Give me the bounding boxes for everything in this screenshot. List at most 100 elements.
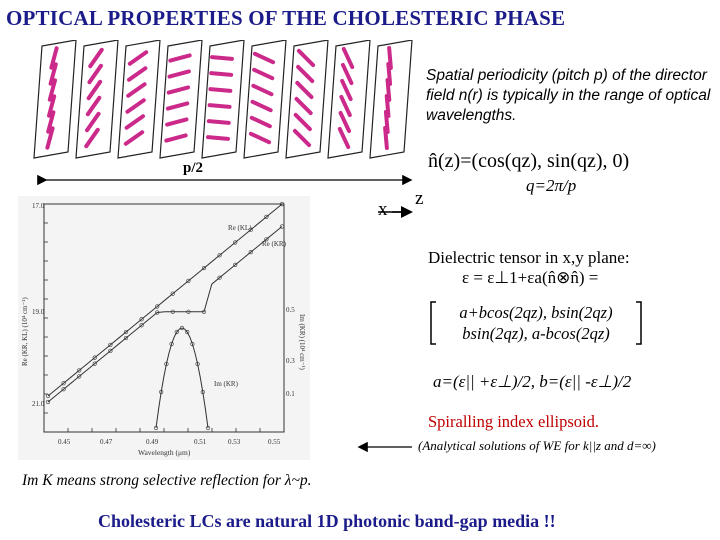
im-kr-curve-point [159, 389, 164, 395]
director-rod [295, 80, 314, 100]
director-rod [46, 110, 56, 134]
im-kr-curve-point [164, 361, 169, 367]
im-kr-curve-point [153, 425, 159, 431]
re-kl-curve-point [186, 278, 191, 283]
director-rod [164, 133, 188, 143]
director-rod [123, 130, 145, 146]
dielectric-block: Dielectric tensor in x,y plane: ε = ε⊥1+… [428, 248, 630, 288]
re-kl-curve-point [155, 304, 160, 309]
im-kr-curve-point [174, 329, 179, 335]
im-kr-curve-point [195, 361, 200, 367]
pitch-description: Spatial periodicity (pitch p) of the dir… [426, 66, 716, 126]
right-tick-mid: 0.3 [286, 357, 295, 365]
director-rod [296, 64, 315, 84]
x-tick-0: 0.45 [58, 438, 71, 446]
director-rod [86, 79, 103, 101]
im-kr-curve-point [179, 325, 185, 331]
right-tick-bottom: 0.1 [286, 390, 295, 398]
plot-background [18, 196, 310, 460]
re-kr-curve-point [170, 309, 175, 314]
re-kr-curve-point [201, 309, 207, 314]
re-kr-curve-point [45, 399, 51, 405]
director-rod [165, 117, 189, 127]
wavevector-formula: q=2π/p [526, 176, 577, 195]
re-kr-curve-point [92, 361, 97, 366]
director-rod [337, 126, 351, 150]
director-rod [248, 131, 272, 145]
director-rod [210, 55, 234, 61]
director-rod [209, 71, 234, 77]
director-rod [294, 96, 313, 116]
director-rod [166, 85, 191, 95]
y-axis-right-label: Im (KR) (10⁴ cm⁻¹) [298, 314, 306, 371]
description-text: Spatial periodicity (pitch p) of the dir… [426, 67, 711, 124]
director-rod [339, 94, 352, 118]
director-rod [165, 101, 190, 111]
im-kr-curve-point [185, 329, 190, 335]
director-rod [125, 98, 146, 114]
director-rod [47, 78, 57, 102]
director-rod [251, 83, 274, 97]
re-kl-curve-point [123, 329, 129, 335]
director-rod [383, 126, 389, 150]
re-kl-curve-point [139, 317, 144, 322]
axis-x-label: x [378, 199, 388, 220]
re-kl-curve-point [201, 265, 207, 271]
director-rod [49, 46, 59, 70]
re-kl-curve-point [45, 393, 51, 399]
layer-slab [159, 40, 203, 159]
director-rod [126, 82, 147, 98]
axis-z-label: z [415, 188, 424, 209]
director-rod [45, 126, 55, 150]
re-kl-label: Re (KL) [228, 224, 252, 232]
director-rod [384, 94, 391, 118]
dielectric-line-2: ε = ε⊥1+εa(n̂⊗n̂) = [462, 268, 599, 287]
director-rod [87, 63, 103, 85]
im-kr-curve-point [190, 341, 195, 347]
re-kr-curve-point [233, 262, 238, 267]
layer-slab [285, 40, 329, 159]
director-rod [167, 69, 191, 79]
director-rod [383, 110, 390, 134]
left-tick-bottom: 21.0 [32, 400, 45, 408]
director-rod [250, 99, 273, 113]
cholesteric-layers-illustration [33, 40, 413, 159]
matrix-row-2: bsin(2qz), a-bcos(2qz) [462, 324, 610, 343]
page-title: OPTICAL PROPERTIES OF THE CHOLESTERIC PH… [6, 6, 566, 30]
ab-definitions: a=(ε|| +ε⊥)/2, b=(ε|| -ε⊥)/2 [433, 372, 632, 391]
re-kr-curve-point [279, 224, 285, 229]
re-kl-curve-point [217, 253, 222, 258]
re-kl-curve-point [170, 291, 175, 296]
re-kl-curve-point [279, 202, 285, 207]
director-rod [48, 62, 58, 86]
re-kr-curve-point [123, 335, 129, 341]
director-rod [47, 94, 57, 118]
re-kr-curve-point [264, 237, 269, 242]
x-tick-3: 0.51 [194, 438, 207, 446]
im-kr-curve-point [169, 341, 174, 347]
left-tick-top: 17.0 [32, 202, 45, 210]
re-kl-curve-point [233, 240, 238, 245]
left-tick-mid: 19.0 [32, 308, 45, 316]
half-pitch-label: p/2 [183, 160, 204, 176]
director-rod [338, 110, 352, 134]
director-rod [127, 50, 149, 66]
director-rod [85, 111, 101, 133]
re-kr-curve [47, 226, 283, 403]
dielectric-line-1: Dielectric tensor in x,y plane: [428, 248, 630, 267]
re-kl-curve-point [92, 355, 97, 360]
x-tick-1: 0.47 [100, 438, 113, 446]
director-rod [292, 128, 312, 148]
right-tick-top: 0.5 [286, 306, 295, 314]
x-axis-label: Wavelength (μm) [138, 448, 191, 457]
director-rod [341, 46, 355, 70]
director-rod [252, 67, 275, 81]
re-kr-curve-point [61, 387, 66, 392]
re-kr-label: Re (KR) [262, 240, 287, 248]
director-rod [206, 119, 231, 125]
im-kr-curve-point [205, 425, 211, 431]
director-rod [249, 115, 272, 129]
director-rod [340, 78, 353, 102]
layer-slab [201, 40, 245, 159]
x-tick-2: 0.49 [146, 438, 159, 446]
